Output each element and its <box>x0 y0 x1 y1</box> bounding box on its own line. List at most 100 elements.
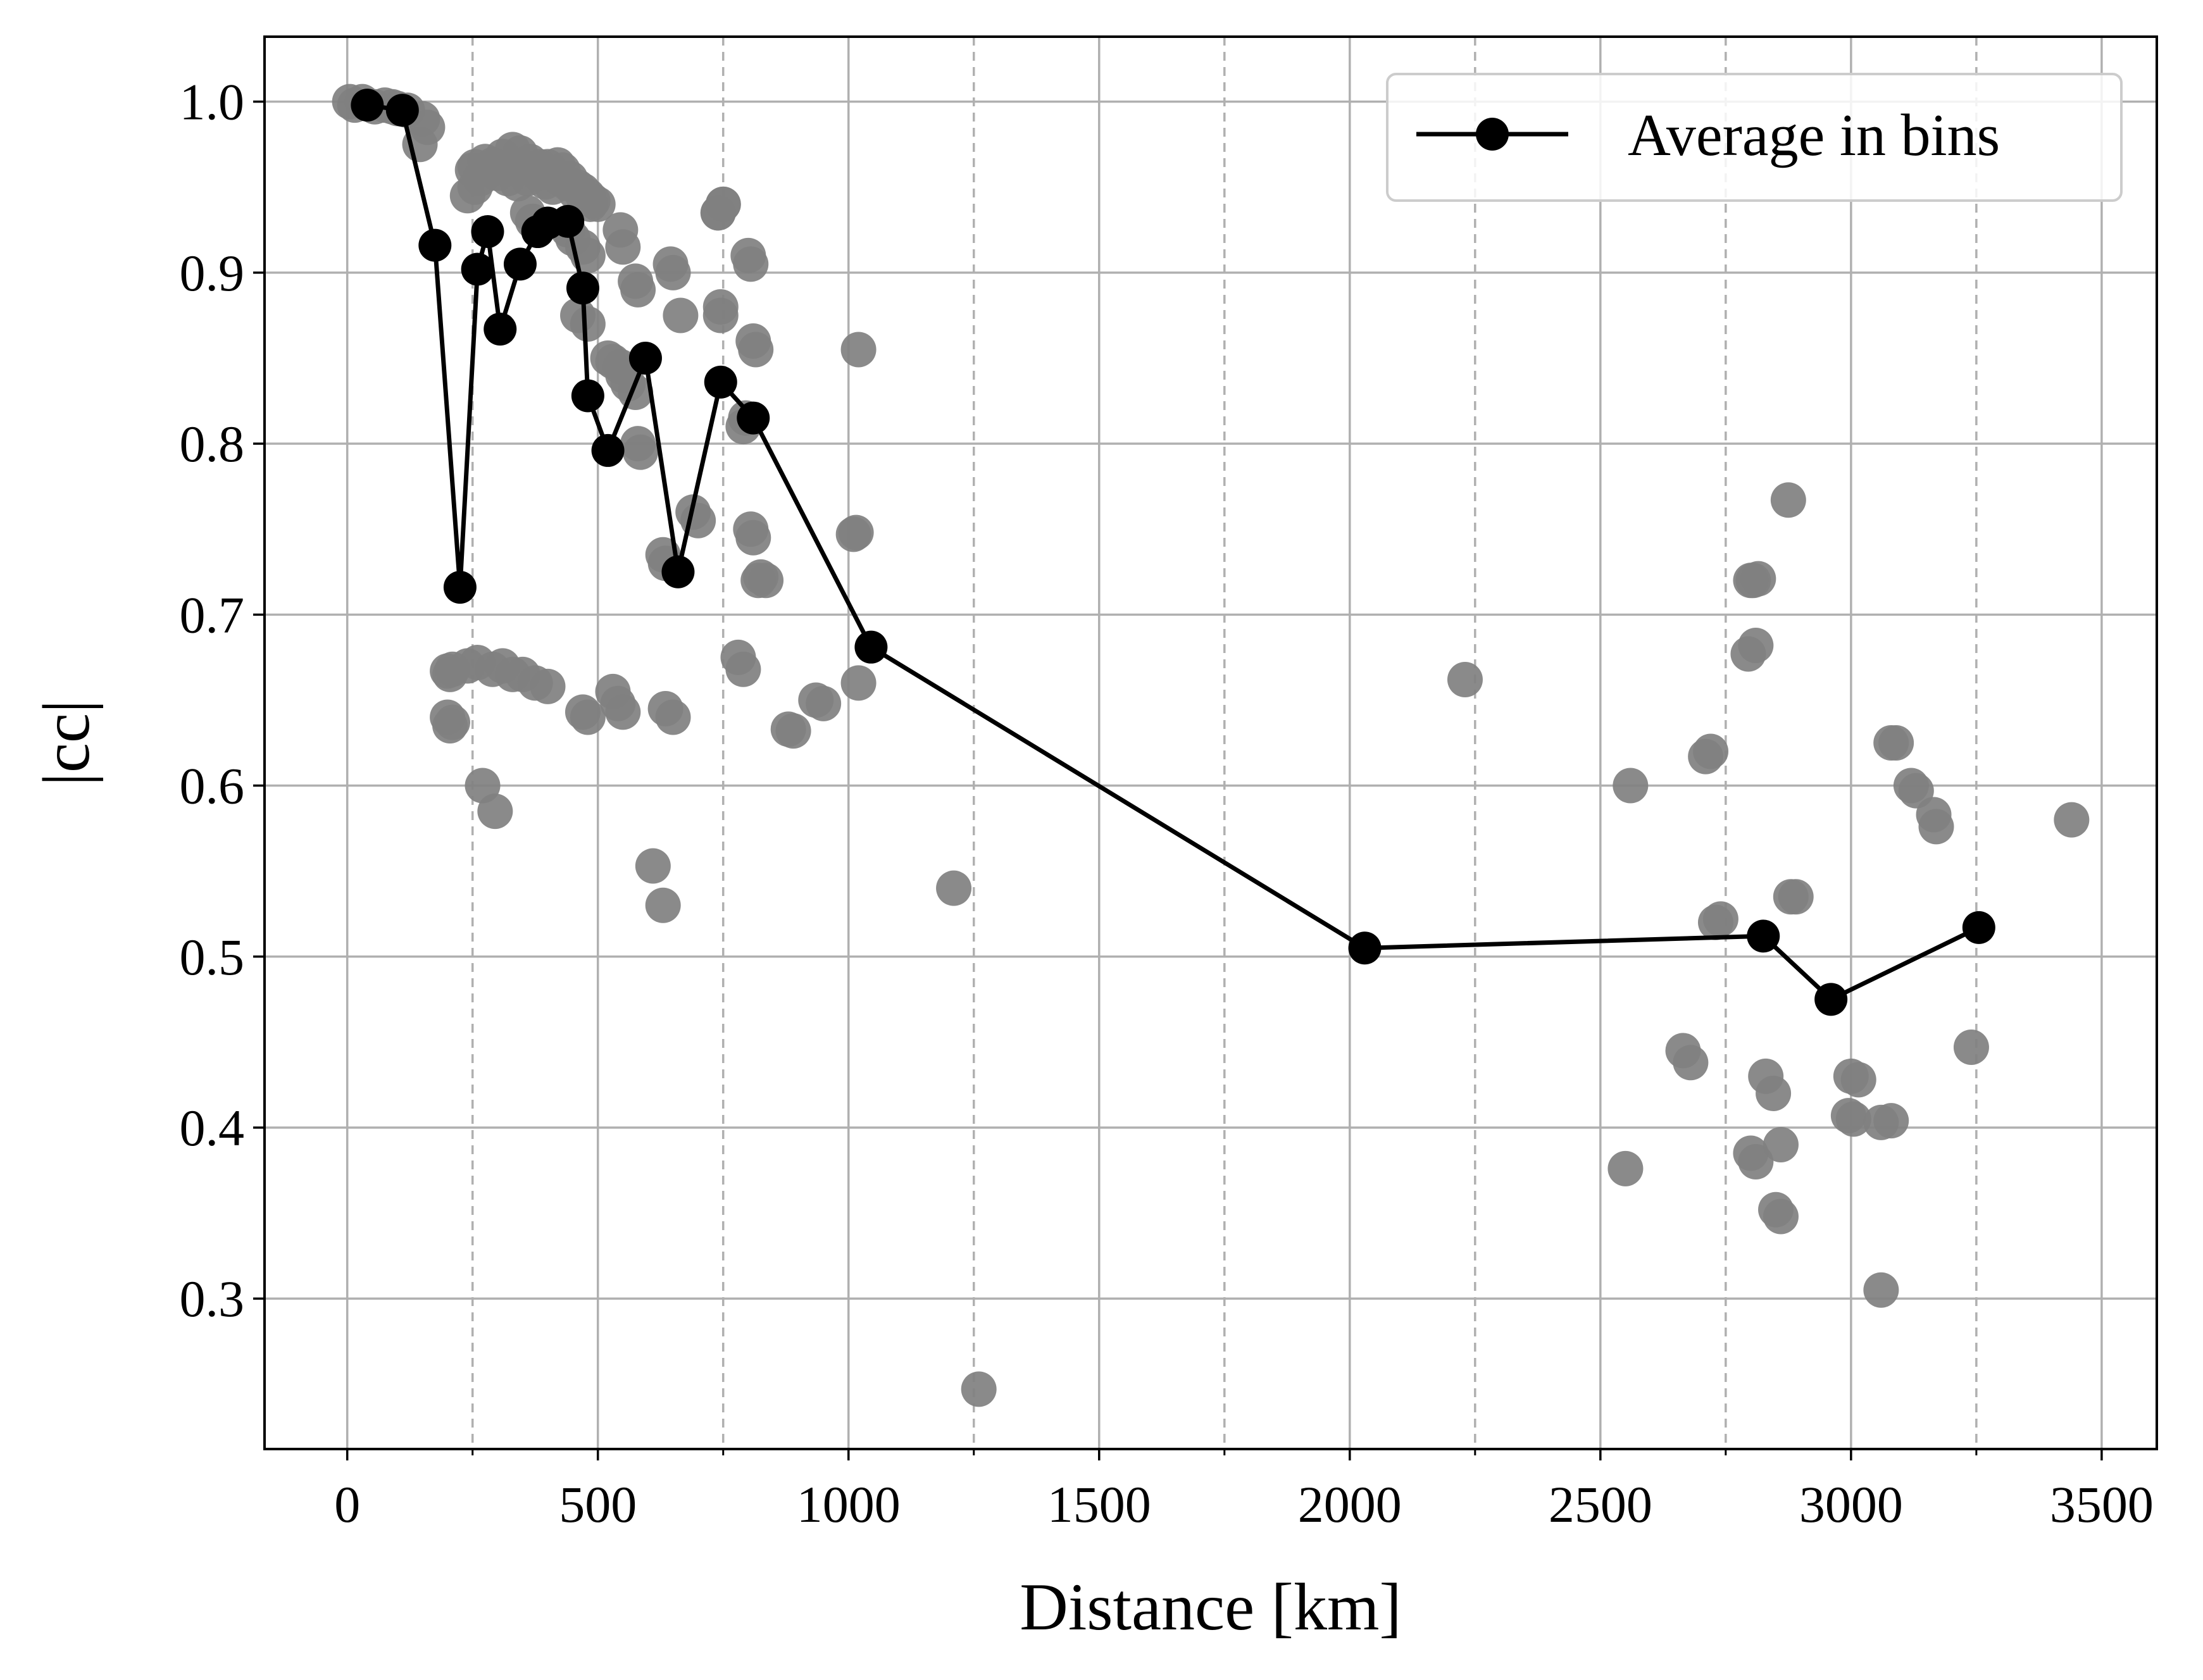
scatter-point <box>1738 627 1774 663</box>
average-point <box>484 313 517 346</box>
average-point <box>385 94 419 127</box>
scatter-point <box>1835 1101 1871 1137</box>
scatter-point <box>1763 1127 1799 1163</box>
x-tick-label: 3500 <box>2050 1476 2154 1533</box>
y-tick-label: 1.0 <box>180 73 245 131</box>
y-tick-label: 0.4 <box>180 1099 245 1157</box>
scatter-point <box>605 694 641 730</box>
average-point <box>854 630 888 664</box>
y-tick-label: 0.7 <box>180 586 245 644</box>
y-tick-label: 0.6 <box>180 757 245 815</box>
average-point <box>1348 931 1382 965</box>
x-axis: 0 500 1000 1500 2000 2500 3000 3500 <box>334 1449 2154 1533</box>
legend-box <box>1386 73 2123 202</box>
scatter-point <box>623 434 659 470</box>
scatter-point <box>936 870 972 906</box>
average-point <box>571 379 604 413</box>
average-point <box>461 252 494 286</box>
scatter-point <box>775 713 811 749</box>
scatter-point <box>735 520 771 556</box>
scatter-point <box>733 246 769 282</box>
average-point <box>1814 983 1848 1016</box>
scatter-point <box>570 306 606 342</box>
y-tick-label: 0.3 <box>180 1270 245 1328</box>
scatter-point <box>748 563 784 599</box>
scatter-point <box>635 848 671 884</box>
scatter-point <box>1738 1144 1774 1180</box>
scatter-point <box>1447 662 1483 698</box>
scatter-point <box>1613 768 1649 804</box>
average-point <box>351 89 384 122</box>
scatter-point <box>1740 561 1776 597</box>
average-point <box>503 247 537 281</box>
plot-frame <box>263 35 2158 1450</box>
average-point <box>471 215 504 249</box>
x-tick-label: 2000 <box>1298 1476 1402 1533</box>
scatter-point <box>1778 879 1814 915</box>
x-tick-label: 1000 <box>797 1476 901 1533</box>
y-axis-title: |cc| <box>29 700 103 787</box>
average-point <box>418 228 452 262</box>
x-tick-label: 0 <box>334 1476 360 1533</box>
scatter-point <box>1953 1029 1989 1065</box>
average-point <box>551 204 585 238</box>
scatter-point <box>1840 1062 1876 1098</box>
scatter-point <box>738 332 774 368</box>
scatter-point <box>1873 1103 1909 1139</box>
plot-background <box>265 37 2157 1449</box>
scatter-point <box>435 704 471 740</box>
scatter-point <box>1878 725 1914 761</box>
scatter-point <box>840 332 877 368</box>
scatter-point <box>530 668 566 704</box>
y-axis: 0.3 0.4 0.5 0.6 0.7 0.8 0.9 1.0 <box>180 73 265 1328</box>
x-tick-label: 3000 <box>1799 1476 1903 1533</box>
average-point <box>1747 919 1780 953</box>
average-point <box>1962 911 1995 944</box>
scatter-point <box>1918 809 1954 845</box>
series-layer <box>351 89 1995 1016</box>
scatter-point <box>1770 482 1806 518</box>
scatter-point <box>806 685 842 721</box>
average-point <box>591 433 625 467</box>
scatter-point <box>655 254 691 290</box>
scatter-point <box>725 651 761 687</box>
scatter-point <box>570 699 606 735</box>
scatter-point <box>1756 1075 1792 1111</box>
average-point <box>566 271 599 305</box>
scatter-point <box>705 186 741 222</box>
legend-label-average: Average in bins <box>1628 103 2000 168</box>
scatter-point <box>702 289 739 325</box>
scatter-point <box>961 1371 997 1407</box>
scatter-point <box>1673 1045 1709 1081</box>
legend: Average in bins <box>1386 73 2123 202</box>
x-tick-label: 500 <box>559 1476 637 1533</box>
y-tick-label: 0.8 <box>180 415 245 473</box>
legend-marker-swatch <box>1476 118 1509 151</box>
scatter-point <box>477 793 513 830</box>
x-tick-label: 1500 <box>1047 1476 1151 1533</box>
plot-area <box>263 35 2158 1450</box>
average-point <box>443 571 477 604</box>
average-point <box>628 342 662 375</box>
x-axis-title: Distance [km] <box>1020 1570 1401 1644</box>
scatter-point <box>655 699 691 735</box>
scatter-point <box>645 887 681 923</box>
scatter-point <box>840 665 877 701</box>
scatter-point <box>1702 901 1738 937</box>
scatter-point <box>605 229 641 265</box>
scatter-point <box>663 297 699 333</box>
x-tick-label: 2500 <box>1549 1476 1652 1533</box>
average-point <box>704 365 737 399</box>
average-point <box>661 555 695 588</box>
scatter-point <box>1693 733 1729 769</box>
average-point <box>737 401 770 435</box>
y-tick-label: 0.5 <box>180 928 245 986</box>
y-tick-label: 0.9 <box>180 244 245 302</box>
scatter-point <box>2054 802 2090 838</box>
scatter-point <box>1863 1272 1899 1308</box>
scatter-point <box>838 514 874 551</box>
scatter-point <box>620 271 656 308</box>
scatter-point <box>1607 1150 1644 1186</box>
scatter-point <box>1763 1198 1799 1235</box>
